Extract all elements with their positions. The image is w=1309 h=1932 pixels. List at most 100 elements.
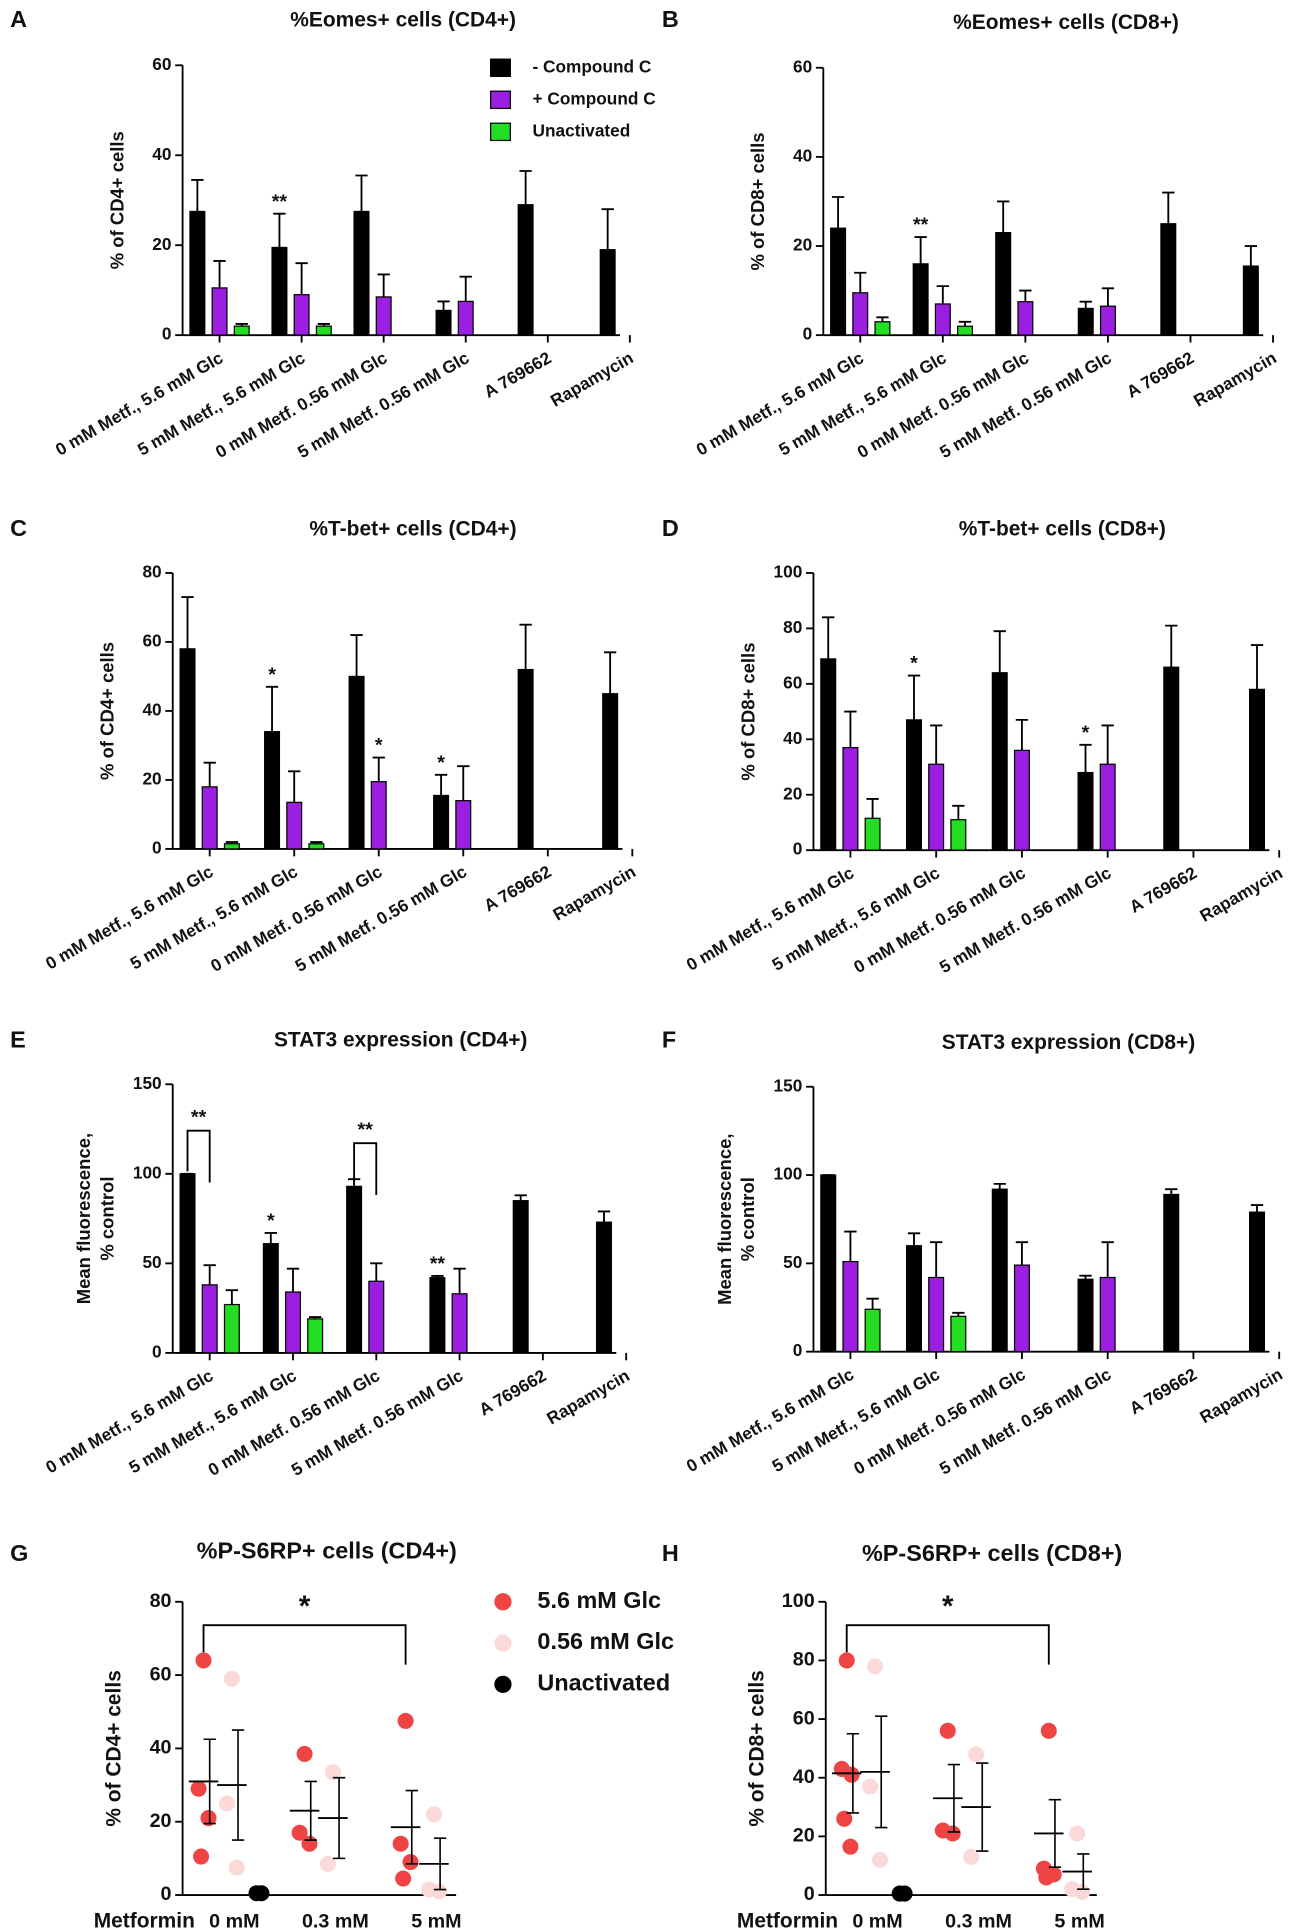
x-axis-title: Metformin (737, 1910, 838, 1932)
significance: ** (430, 1253, 446, 1275)
y-axis-title: % of CD4+ cells (97, 642, 118, 780)
bar (1077, 307, 1094, 336)
data-point (190, 1780, 207, 1797)
y-tick-label: 40 (793, 145, 812, 165)
error-bar (317, 322, 330, 327)
panel-letter: H (662, 1540, 679, 1566)
data-point (248, 1885, 265, 1902)
error-bar (1101, 724, 1114, 765)
error-bar (1079, 300, 1092, 309)
error-bar (286, 1267, 300, 1293)
y-tick-label: 20 (793, 235, 812, 255)
error-bar (434, 773, 448, 796)
y-tick-label: 60 (142, 631, 161, 651)
bar (286, 801, 303, 850)
bar (1099, 763, 1116, 851)
data-point (425, 1806, 442, 1823)
bar (353, 210, 370, 336)
legend-swatch (490, 58, 511, 78)
y-tick-label: 0 (161, 1883, 172, 1905)
y-tick-label: 50 (783, 1252, 802, 1272)
error-bar (203, 761, 216, 787)
y-tick-label: 40 (142, 700, 161, 720)
data-point (867, 1658, 884, 1675)
x-tick-label: Rapamycin (1196, 862, 1286, 925)
error-bar (355, 174, 368, 212)
y-tick-label: 100 (774, 1164, 803, 1184)
error-bar (597, 1210, 611, 1223)
bar (233, 325, 250, 336)
error-bar (231, 1729, 245, 1841)
bar (455, 800, 472, 850)
bar (934, 303, 951, 336)
y-tick-label: 60 (150, 1663, 172, 1685)
bar (223, 843, 240, 850)
error-bar (601, 208, 614, 250)
error-bar (225, 841, 239, 844)
bar (293, 294, 310, 336)
y-axis-title: % of CD8+ cells (747, 132, 768, 270)
bar (201, 786, 218, 850)
error-bar (1101, 287, 1115, 307)
legend-swatch (490, 122, 511, 142)
error-bar (332, 1776, 346, 1860)
bar (368, 1280, 385, 1354)
error-bar (854, 271, 867, 293)
x-tick-label: 5 mM (411, 1910, 461, 1932)
error-bar (370, 1262, 383, 1282)
panel-letter: E (10, 1026, 26, 1052)
error-bar (930, 1241, 943, 1278)
data-point (195, 1652, 212, 1669)
data-point (223, 1670, 240, 1687)
error-bar (295, 262, 308, 295)
panel-letter: D (662, 515, 679, 541)
significance: * (1082, 722, 1090, 744)
bracket-label: ** (358, 1119, 374, 1141)
legend-label: + Compound C (533, 88, 656, 108)
significance: * (910, 653, 918, 675)
x-tick-label: 0 mM (209, 1910, 259, 1932)
bar (429, 1277, 446, 1354)
bracket-label: * (299, 1590, 311, 1623)
data-point (200, 1810, 217, 1827)
error-bar (846, 1732, 860, 1814)
panel-letter: C (10, 515, 27, 541)
bar (912, 263, 929, 336)
y-tick-label: 0 (793, 839, 803, 859)
bar (1099, 305, 1116, 336)
y-axis-title: Mean fluorescence, (714, 1133, 735, 1304)
x-tick-label: A 769662 (1123, 347, 1197, 401)
x-tick-label: Rapamycin (549, 861, 639, 924)
y-tick-label: 0 (793, 1340, 803, 1360)
data-point (1074, 1884, 1091, 1901)
error-bar (457, 765, 470, 801)
y-tick-label: 20 (152, 234, 171, 254)
error-bar (1079, 743, 1092, 773)
bar (262, 1243, 279, 1354)
significance: * (267, 1210, 275, 1232)
data-point (228, 1859, 245, 1876)
data-point (842, 1838, 859, 1855)
chart-title: %P-S6RP+ cells (CD4+) (197, 1538, 457, 1564)
bar (602, 693, 619, 850)
data-point (1038, 1869, 1055, 1886)
y-tick-label: 0 (152, 838, 162, 858)
error-bar (453, 1267, 466, 1294)
bar (928, 1276, 945, 1353)
significance: * (268, 664, 276, 686)
bar (271, 246, 288, 336)
error-bar (993, 630, 1006, 673)
bar (991, 1188, 1008, 1353)
error-bar (1162, 191, 1175, 224)
bar (820, 1174, 837, 1353)
error-bar (514, 1194, 527, 1201)
bar (435, 309, 452, 336)
error-bar (914, 236, 927, 264)
bar (1249, 688, 1266, 851)
bar (201, 1284, 218, 1354)
data-point (392, 1835, 409, 1852)
bar (264, 731, 281, 850)
bar (991, 672, 1008, 851)
error-bar (875, 1715, 888, 1829)
data-point (291, 1824, 308, 1841)
